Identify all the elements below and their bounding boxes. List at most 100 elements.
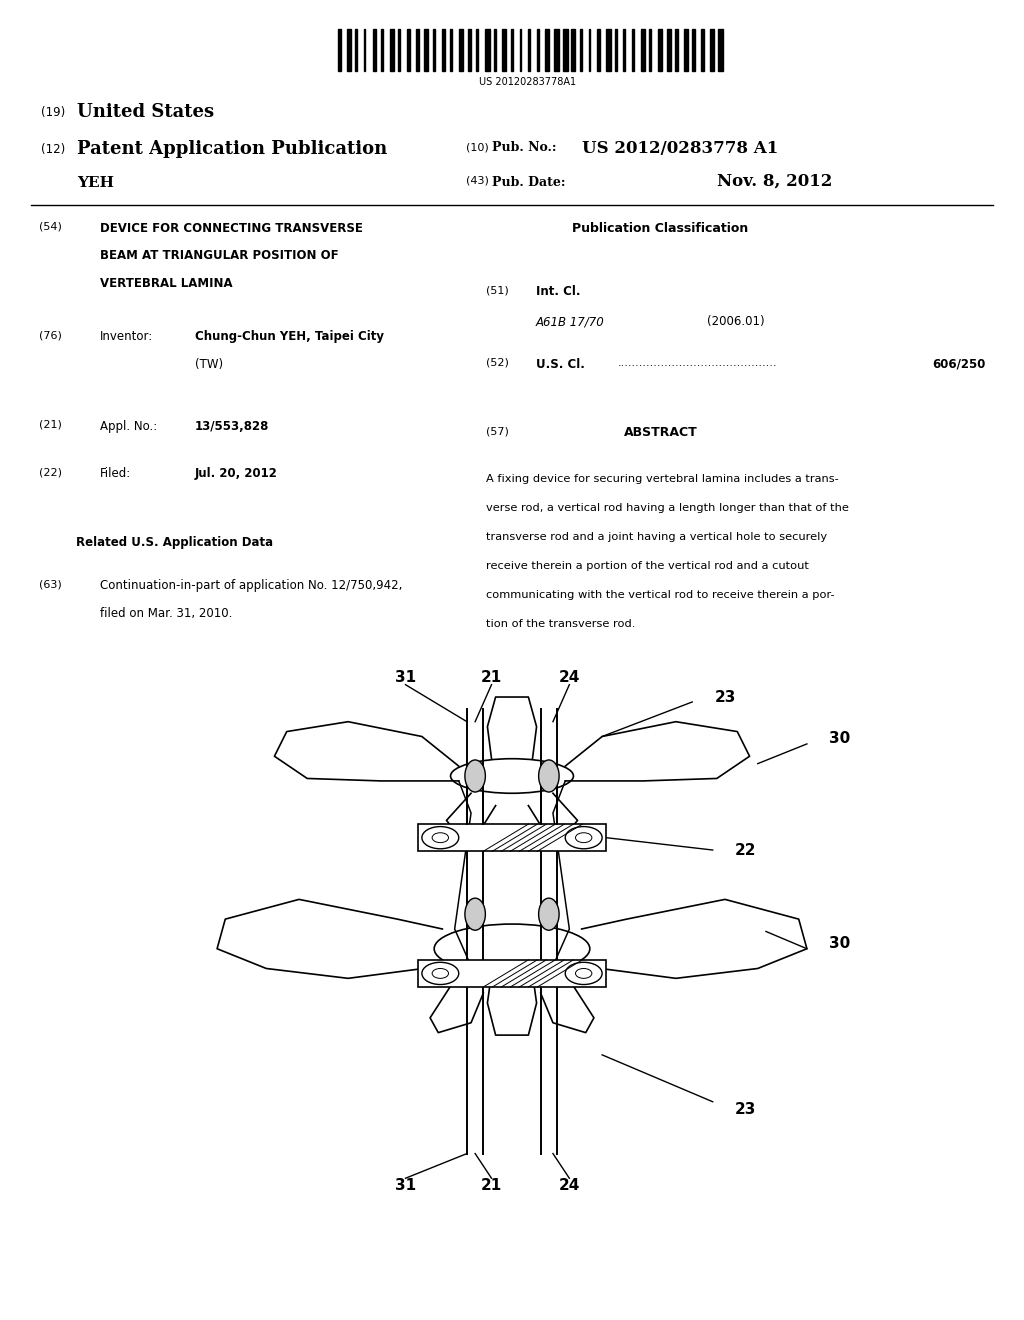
Bar [519,29,521,71]
Text: (12): (12) [41,143,66,156]
Bar [511,29,513,71]
Bar [418,960,606,987]
Text: Related U.S. Application Data: Related U.S. Application Data [76,536,272,549]
Text: (22): (22) [39,467,61,478]
Text: Filed:: Filed: [100,467,132,480]
Text: (2006.01): (2006.01) [707,315,764,329]
Text: YEH: YEH [77,176,114,190]
Text: filed on Mar. 31, 2010.: filed on Mar. 31, 2010. [100,607,232,620]
Bar [346,29,350,71]
Text: (10): (10) [466,143,488,153]
Text: Publication Classification: Publication Classification [572,222,749,235]
Bar [416,29,419,71]
Text: 23: 23 [735,1102,756,1117]
Text: (63): (63) [39,579,61,590]
Bar [649,29,650,71]
Bar [589,29,590,71]
Bar [624,29,625,71]
Text: BEAM AT TRIANGULAR POSITION OF: BEAM AT TRIANGULAR POSITION OF [100,249,339,263]
Text: (TW): (TW) [195,358,222,371]
Text: U.S. Cl.: U.S. Cl. [536,358,585,371]
Text: United States: United States [77,103,214,121]
Bar [701,29,703,71]
Text: (21): (21) [39,420,61,430]
Bar [494,29,496,71]
Text: (51): (51) [486,285,509,296]
Bar [390,29,394,71]
Bar [580,29,582,71]
Text: 24: 24 [559,1179,580,1193]
Bar [684,29,688,71]
Text: US 2012/0283778 A1: US 2012/0283778 A1 [582,140,778,157]
Bar [433,29,435,71]
Bar [614,29,617,71]
Bar [355,29,357,71]
Text: verse rod, a vertical rod having a length longer than that of the: verse rod, a vertical rod having a lengt… [486,503,849,513]
Text: Continuation-in-part of application No. 12/750,942,: Continuation-in-part of application No. … [100,579,402,593]
Text: 31: 31 [395,1179,416,1193]
Bar [485,29,489,71]
Text: 24: 24 [559,669,580,685]
Text: 22: 22 [735,842,756,858]
Bar [657,29,662,71]
Text: 21: 21 [481,669,502,685]
Bar [338,29,341,71]
Bar [451,29,453,71]
Bar [710,29,714,71]
Bar [719,29,723,71]
Bar [546,29,549,71]
Bar [364,29,366,71]
Text: (52): (52) [486,358,509,368]
Bar [597,29,600,71]
Text: Inventor:: Inventor: [100,330,154,343]
Text: 31: 31 [395,669,416,685]
Bar [476,29,478,71]
Text: VERTEBRAL LAMINA: VERTEBRAL LAMINA [100,277,233,290]
Bar [424,29,428,71]
Text: (43): (43) [466,176,488,186]
Text: Pub. No.:: Pub. No.: [492,141,556,154]
Bar [381,29,383,71]
Text: (57): (57) [486,426,509,437]
Text: Pub. Date:: Pub. Date: [492,176,565,189]
Text: ............................................: ........................................… [617,358,777,368]
Text: Nov. 8, 2012: Nov. 8, 2012 [717,173,833,190]
Text: 30: 30 [829,936,850,952]
Bar [554,29,559,71]
Text: ABSTRACT: ABSTRACT [624,426,697,440]
Bar [459,29,463,71]
Bar [667,29,671,71]
Bar [606,29,610,71]
Text: US 20120283778A1: US 20120283778A1 [479,77,575,87]
Bar [398,29,400,71]
Text: Chung-Chun YEH, Taipei City: Chung-Chun YEH, Taipei City [195,330,384,343]
Bar [528,29,530,71]
Ellipse shape [465,760,485,792]
Ellipse shape [539,898,559,931]
Text: 13/553,828: 13/553,828 [195,420,269,433]
Text: A fixing device for securing vertebral lamina includes a trans-: A fixing device for securing vertebral l… [486,474,839,484]
Text: 606/250: 606/250 [932,358,985,371]
Bar [408,29,410,71]
Text: 30: 30 [829,731,850,747]
Bar [641,29,645,71]
Bar [441,29,444,71]
Text: 21: 21 [481,1179,502,1193]
Text: (19): (19) [41,106,66,119]
Text: A61B 17/70: A61B 17/70 [536,315,604,329]
Text: tion of the transverse rod.: tion of the transverse rod. [486,619,636,630]
Text: (54): (54) [39,222,61,232]
Text: DEVICE FOR CONNECTING TRANSVERSE: DEVICE FOR CONNECTING TRANSVERSE [100,222,364,235]
Text: 23: 23 [715,689,735,705]
Bar [468,29,471,71]
Text: transverse rod and a joint having a vertical hole to securely: transverse rod and a joint having a vert… [486,532,827,543]
Bar [692,29,695,71]
Bar [632,29,634,71]
Bar [373,29,376,71]
Ellipse shape [465,898,485,931]
Bar [502,29,506,71]
Text: communicating with the vertical rod to receive therein a por-: communicating with the vertical rod to r… [486,590,835,601]
Text: Int. Cl.: Int. Cl. [536,285,580,298]
Text: Jul. 20, 2012: Jul. 20, 2012 [195,467,278,480]
Ellipse shape [539,760,559,792]
